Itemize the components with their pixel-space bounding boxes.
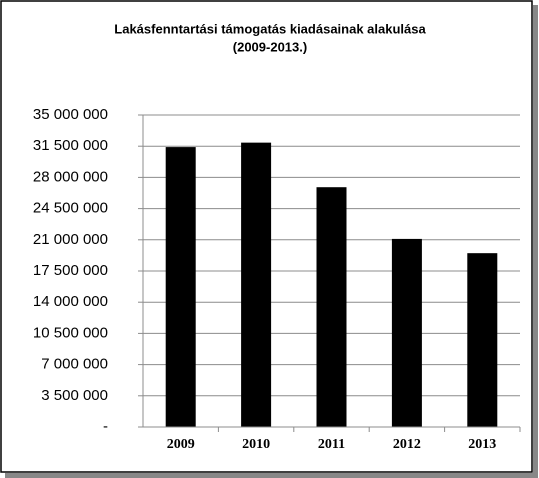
y-tick-label: 10 500 000 [33, 324, 108, 341]
y-tick-label: 31 500 000 [33, 137, 108, 154]
bar [467, 253, 498, 427]
x-tick-label: 2009 [167, 437, 195, 452]
chart-title: Lakásfenntartási támogatás kiadásainak a… [114, 21, 426, 36]
y-tick-label: 35 000 000 [33, 106, 108, 123]
y-tick-label: 17 500 000 [33, 262, 108, 279]
y-tick-label: - [103, 418, 108, 435]
x-tick-label: 2013 [468, 437, 496, 452]
y-tick-label: 7 000 000 [41, 356, 108, 373]
y-tick-label: 21 000 000 [33, 231, 108, 248]
x-tick-label: 2011 [318, 437, 345, 452]
bar [241, 142, 272, 428]
bar [316, 187, 347, 427]
frame-shadow [533, 5, 538, 477]
frame-shadow [5, 473, 538, 478]
x-tick-label: 2010 [242, 437, 270, 452]
y-tick-label: 14 000 000 [33, 293, 108, 310]
chart-subtitle: (2009-2013.) [233, 39, 307, 54]
x-tick-label: 2012 [393, 437, 421, 452]
y-tick-label: 28 000 000 [33, 168, 108, 185]
bar [391, 238, 422, 427]
y-tick-label: 24 500 000 [33, 200, 108, 217]
bar [165, 147, 196, 427]
y-tick-label: 3 500 000 [41, 387, 108, 404]
